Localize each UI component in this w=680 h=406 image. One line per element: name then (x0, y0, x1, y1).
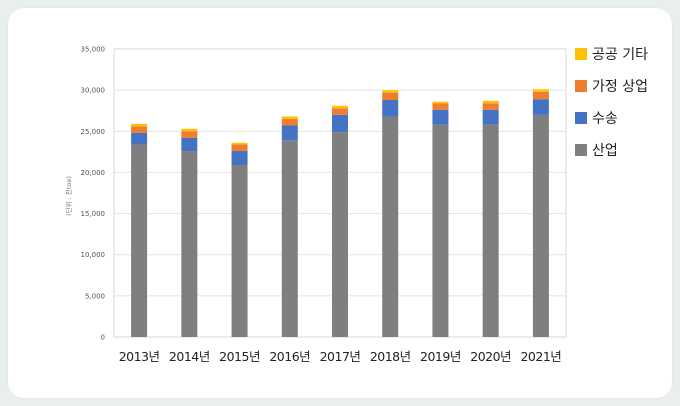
x-tick-label: 2018년 (370, 349, 411, 364)
bar-segment (382, 90, 399, 93)
bar-segment (532, 91, 549, 100)
x-tick-label: 2013년 (119, 349, 160, 364)
bars (131, 89, 549, 338)
bar-segment (231, 151, 248, 166)
bar-segment (382, 100, 399, 117)
bar-segment (181, 131, 198, 138)
bar-segment (281, 118, 298, 126)
y-tick-label: 30,000 (81, 87, 106, 95)
y-tick-label: 35,000 (81, 46, 106, 54)
bar-segment (231, 165, 248, 337)
bar-segment (131, 126, 148, 133)
bar-segment (482, 100, 499, 104)
bar-segment (131, 144, 148, 337)
y-tick-label: 10,000 (81, 251, 106, 259)
bar-segment (432, 101, 449, 104)
legend-label: 수송 (592, 111, 618, 127)
y-tick-label: 20,000 (81, 169, 106, 177)
bar-segment (432, 103, 449, 110)
bar-segment (532, 114, 549, 337)
x-tick-label: 2017년 (320, 349, 361, 364)
bar-segment (181, 137, 198, 152)
bar-segment (181, 151, 198, 337)
bar-segment (432, 109, 449, 125)
bar-segment (332, 132, 348, 337)
x-tick-label: 2021년 (520, 349, 561, 364)
y-axis-ticks: 0 5,000 10,000 15,000 20,000 25,000 30,000 35,0… (81, 46, 106, 342)
legend-swatch (575, 144, 587, 156)
bar-segment (281, 140, 298, 337)
x-tick-label: 2016년 (269, 349, 310, 364)
bar-segment (181, 128, 198, 132)
legend-swatch (575, 112, 587, 124)
bar-segment (532, 99, 549, 115)
x-tick-label: 2019년 (420, 349, 461, 364)
bar-segment (332, 114, 348, 133)
legend-swatch (575, 48, 587, 60)
bar-segment (482, 109, 499, 125)
y-tick-label: 25,000 (81, 128, 106, 136)
bar-segment (332, 108, 348, 115)
bar-segment (482, 103, 499, 110)
bar-segment (131, 123, 148, 127)
bar-segment (482, 124, 499, 338)
x-tick-label: 2020년 (470, 349, 511, 364)
legend-label: 산업 (592, 143, 618, 159)
bar-segment (332, 105, 348, 109)
y-tick-label: 0 (101, 334, 105, 342)
y-tick-label: 15,000 (81, 210, 106, 218)
legend-label: 가정 상업 (592, 79, 648, 95)
bar-segment (281, 125, 298, 141)
x-tick-label: 2014년 (169, 349, 210, 364)
bar-segment (131, 132, 148, 145)
y-axis-label: (단위 : 천toe) (64, 176, 73, 216)
legend-swatch (575, 80, 587, 92)
bar-segment (382, 92, 399, 101)
bar-segment (432, 124, 449, 338)
bar-segment (281, 116, 298, 119)
y-tick-label: 5,000 (85, 292, 105, 300)
x-axis-ticks: 2013년 2014년 2015년 2016년 2017년 2018년 2019년 2020년… (119, 349, 562, 364)
bar-segment (382, 116, 399, 337)
bar-segment (231, 142, 248, 145)
x-tick-label: 2015년 (219, 349, 260, 364)
bar-segment (231, 144, 248, 152)
legend-label: 공공 기타 (592, 47, 648, 63)
bar-segment (532, 89, 549, 92)
